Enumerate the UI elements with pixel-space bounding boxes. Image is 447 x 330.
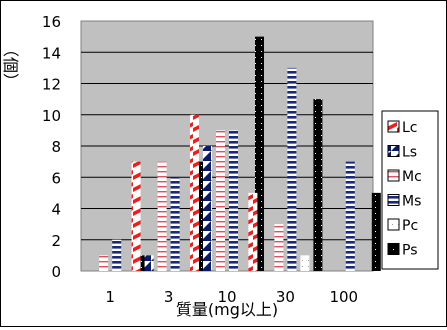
bar-ms-30 <box>287 67 297 271</box>
x-tick-label: 1 <box>105 288 115 306</box>
bars <box>99 36 381 271</box>
bar-lc-3 <box>131 161 141 271</box>
legend-swatch-pc <box>387 218 400 231</box>
legend-swatch-lc <box>387 120 400 133</box>
legend: Lc Ls Mc Ms Pc Ps <box>381 110 439 270</box>
y-tick-label: 6 <box>51 169 61 187</box>
bar-ps-10 <box>255 36 264 271</box>
y-axis-label: （個） <box>1 41 20 89</box>
legend-swatch-ps <box>387 243 400 255</box>
x-axis-label: 質量(mg以上) <box>176 300 278 319</box>
y-tick-label: 14 <box>42 44 61 62</box>
legend-label-lc: Lc <box>402 120 418 136</box>
bar-ms-1 <box>112 239 122 271</box>
gridlines <box>81 51 373 241</box>
bar-ls-3 <box>144 255 154 271</box>
legend-swatch-mc <box>387 169 400 182</box>
x-tick-labels: 1 3 10 30 100 <box>105 288 358 306</box>
y-tick-label: 10 <box>42 107 61 125</box>
legend-swatch-ms <box>387 194 400 206</box>
legend-label-mc: Mc <box>402 169 422 185</box>
bar-mc-10 <box>216 130 225 271</box>
x-tick-label: 100 <box>329 288 358 306</box>
bar-ps-1 <box>138 255 148 271</box>
x-tick-label: 10 <box>217 288 236 306</box>
bar-mc-1 <box>99 255 109 271</box>
y-tick-label: 16 <box>42 13 61 31</box>
bar-mc-30 <box>274 224 284 271</box>
legend-label-pc: Pc <box>402 218 418 234</box>
bar-ls-10 <box>203 146 212 271</box>
y-tick-label: 8 <box>51 138 61 156</box>
bar-lc-30 <box>248 192 258 271</box>
bar-mc-3 <box>157 161 167 271</box>
bar-ms-10 <box>229 130 238 271</box>
bar-lc-10 <box>190 114 199 271</box>
legend-label-ms: Ms <box>402 194 421 210</box>
bar-ps-3 <box>196 161 206 271</box>
y-tick-label: 0 <box>51 263 61 281</box>
legend-label-ps: Ps <box>402 243 418 259</box>
bar-ms-3 <box>170 177 180 271</box>
y-tick-labels: 0 2 4 6 8 10 12 14 16 <box>42 13 61 281</box>
x-tick-label: 30 <box>276 288 295 306</box>
y-tick-label: 2 <box>51 232 61 250</box>
bar-ms-100 <box>345 161 355 271</box>
y-tick-label: 4 <box>51 201 61 219</box>
bar-ps-30 <box>313 99 323 271</box>
legend-swatch-ls <box>387 145 400 157</box>
y-tick-label: 12 <box>42 76 61 94</box>
bar-pc-30 <box>300 255 310 271</box>
legend-label-ls: Ls <box>402 145 417 161</box>
bar-ps-100 <box>371 192 381 271</box>
legend-box <box>381 110 439 270</box>
x-tick-label: 3 <box>164 288 174 306</box>
